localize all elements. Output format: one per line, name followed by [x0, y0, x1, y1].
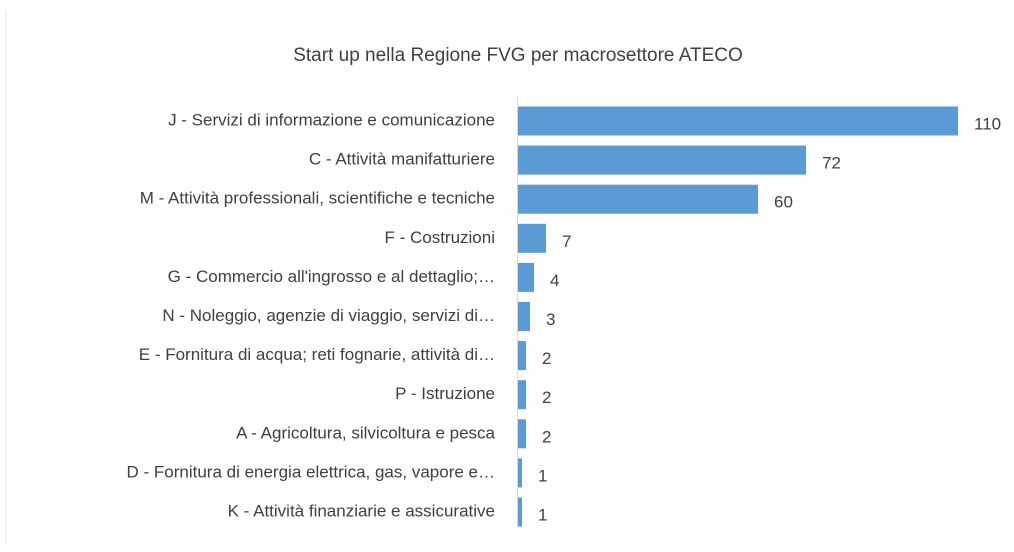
category-label: G - Commercio all'ingrosso e al dettagli… [168, 267, 495, 286]
bar [518, 262, 534, 292]
bar [518, 497, 522, 527]
value-label: 2 [542, 388, 551, 407]
bar [518, 223, 546, 253]
value-label: 1 [538, 505, 547, 524]
value-label: 1 [538, 466, 547, 485]
category-label: K - Attività finanziarie e assicurative [228, 501, 495, 520]
category-label: C - Attività manifatturiere [309, 150, 495, 169]
value-label: 60 [774, 193, 793, 212]
category-label: J - Servizi di informazione e comunicazi… [168, 110, 495, 129]
bar [518, 380, 526, 410]
category-label: D - Fornitura di energia elettrica, gas,… [126, 462, 495, 481]
category-label: P - Istruzione [395, 384, 495, 403]
bar [518, 302, 530, 331]
value-label: 2 [542, 349, 551, 368]
value-label: 4 [550, 271, 559, 290]
value-label: 7 [562, 232, 571, 251]
value-label: 110 [974, 114, 1001, 133]
category-label: N - Noleggio, agenzie di viaggio, serviz… [162, 306, 495, 325]
bar [518, 145, 806, 175]
bar [518, 341, 526, 371]
value-label: 3 [546, 310, 555, 329]
category-label: A - Agricoltura, silvicoltura e pesca [236, 423, 495, 442]
category-label: E - Fornitura di acqua; reti fognarie, a… [139, 345, 495, 364]
bar [518, 184, 758, 214]
category-label: F - Costruzioni [384, 228, 495, 247]
chart-title: Start up nella Regione FVG per macrosett… [293, 45, 743, 66]
bar [518, 419, 526, 449]
category-label: M - Attività professionali, scientifiche… [140, 189, 495, 208]
bar [518, 458, 522, 488]
bar [518, 106, 958, 136]
value-label: 72 [822, 154, 841, 173]
value-label: 2 [542, 427, 551, 446]
